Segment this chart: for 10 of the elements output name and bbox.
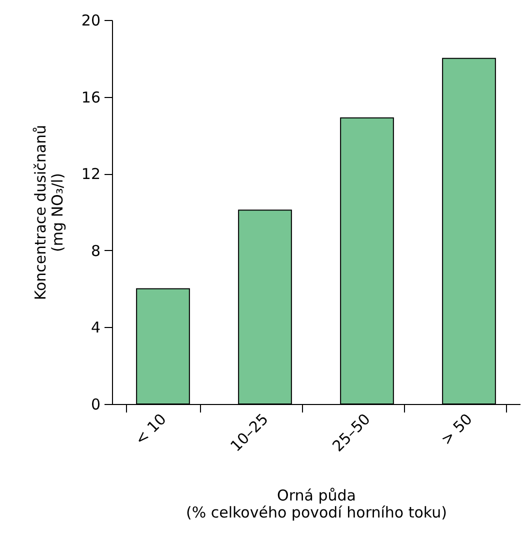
y-tick-label: 8 (90, 242, 100, 260)
y-tick-label: 20 (81, 12, 100, 30)
y-tick-label: 16 (81, 88, 100, 106)
x-axis-title: Orná půda (% celkového povodí horního toku) (186, 486, 447, 522)
y-tick-label: 0 (90, 396, 100, 414)
y-tick-label: 12 (81, 165, 100, 184)
y-tick-label: 4 (90, 318, 100, 337)
x-tick-label: > 50 (437, 410, 476, 449)
x-tick-label: < 10 (131, 410, 170, 449)
y-axis-title: Koncentrace dusičnanů (mg NO₃/l) (31, 124, 66, 300)
